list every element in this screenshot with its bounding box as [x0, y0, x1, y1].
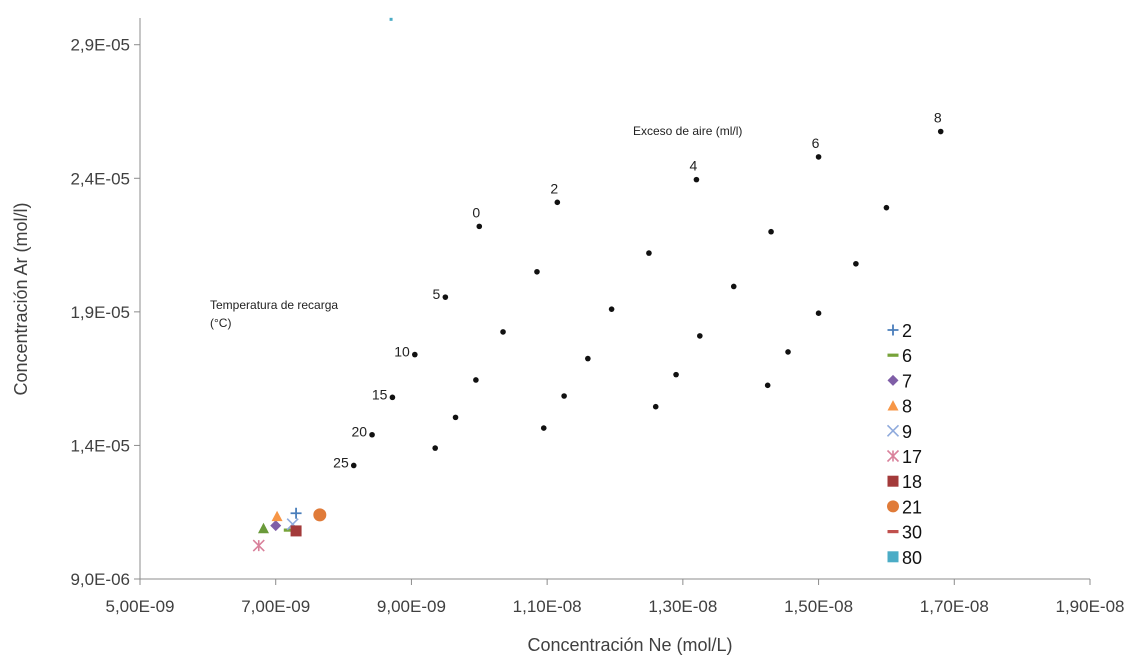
x-tick-label: 1,30E-08 [648, 597, 717, 616]
sample-marker-7 [270, 520, 282, 532]
grid-point [815, 154, 822, 160]
axes: 5,00E-09 7,00E-09 9,00E-09 1,10E-08 1,30E-08… [70, 18, 1125, 616]
grid-point [815, 310, 822, 316]
recharge-temp-title: Temperatura de recarga [210, 298, 338, 312]
sample-marker-18 [290, 525, 302, 537]
grid-point-label: 25 [333, 454, 349, 470]
recharge-temp-unit: (°C) [210, 316, 231, 330]
grid-point [452, 414, 459, 421]
legend-marker-2 [887, 324, 899, 336]
legend-label-9: 9 [902, 422, 912, 442]
grid-point-label: 2 [550, 180, 558, 196]
x-tick-label: 7,00E-09 [241, 597, 310, 616]
x-tick-label: 1,90E-08 [1056, 597, 1125, 616]
legend-label-8: 8 [902, 397, 912, 417]
grid-point [585, 355, 591, 362]
grid-point [389, 394, 396, 401]
grid-point [350, 462, 357, 469]
sample-marker-8 [271, 510, 283, 522]
legend-marker-80 [887, 551, 899, 563]
legend-marker-17 [886, 449, 900, 463]
x-tick-label: 5,00E-09 [106, 597, 175, 616]
sample-marker-21 [313, 508, 327, 522]
sample-marker-6 [283, 528, 295, 532]
grid-point [673, 371, 679, 378]
grid-point [534, 268, 540, 275]
x-tick-label: 1,70E-08 [920, 597, 989, 616]
x-tick-label: 1,10E-08 [513, 597, 582, 616]
grid-point [785, 349, 791, 355]
sample-marker-unlabeled [258, 522, 269, 534]
grid-point [853, 260, 859, 267]
grid-point [697, 333, 703, 339]
grid-point [883, 204, 890, 211]
y-tick-label: 1,9E-05 [70, 303, 130, 322]
grid-point-label: 20 [351, 424, 367, 440]
legend-label-18: 18 [902, 472, 922, 492]
legend-marker-18 [887, 475, 899, 487]
legend-label-7: 7 [902, 371, 912, 391]
legend-marker-21 [887, 500, 899, 513]
grid-point-label: 0 [472, 204, 480, 220]
y-axis-title: Concentración Ar (mol/l) [11, 202, 31, 395]
grid-point-label: 5 [433, 286, 441, 302]
legend-label-30: 30 [902, 523, 922, 543]
legend-label-6: 6 [902, 346, 912, 366]
grid-point-label: 6 [812, 135, 820, 151]
grid-point [764, 382, 771, 389]
x-tick-label: 9,00E-09 [377, 597, 446, 616]
legend-label-2: 2 [902, 321, 912, 341]
y-tick-label: 1,4E-05 [70, 436, 130, 455]
y-tick-label: 2,9E-05 [70, 36, 130, 55]
grid-point-label: 15 [372, 386, 388, 402]
grid-point-label: 10 [394, 344, 410, 360]
grid-point-label: 4 [690, 158, 698, 174]
legend-marker-7 [887, 374, 899, 386]
sample-marker-2 [290, 507, 302, 519]
grid-point [476, 223, 483, 230]
legend-label-80: 80 [902, 548, 922, 568]
grid-point [693, 176, 700, 183]
sample-marker-80 [389, 17, 393, 21]
grid-point [473, 377, 479, 383]
x-tick-label: 1,50E-08 [784, 597, 853, 616]
grid-point [561, 393, 567, 399]
legend: 2 6 7 8 9 17 18 21 30 80 [886, 321, 922, 568]
grid-point [412, 351, 418, 358]
excess-air-title: Exceso de aire (ml/l) [633, 124, 742, 138]
legend-marker-30 [887, 530, 899, 534]
grid-point [540, 425, 547, 431]
legend-marker-9 [886, 424, 900, 437]
grid-point [369, 431, 375, 438]
grid-point [432, 445, 438, 451]
grid-point-label: 8 [934, 110, 942, 126]
grid-point [652, 403, 659, 410]
y-tick-label: 9,0E-06 [70, 570, 130, 589]
grid-point [730, 283, 737, 290]
grid-point [646, 250, 652, 256]
x-axis-title: Concentración Ne (mol/L) [527, 635, 732, 655]
legend-label-17: 17 [902, 447, 922, 467]
grid-point [937, 128, 944, 135]
legend-label-21: 21 [902, 497, 922, 517]
sample-markers [252, 17, 393, 552]
grid-point [554, 199, 561, 206]
sample-marker-17 [252, 539, 265, 552]
legend-marker-8 [887, 400, 899, 411]
grid-point [500, 329, 506, 335]
grid-point [768, 228, 774, 235]
grid-point [442, 294, 449, 300]
legend-marker-6 [887, 353, 899, 357]
y-tick-label: 2,4E-05 [70, 169, 130, 188]
grid-point [608, 306, 615, 312]
